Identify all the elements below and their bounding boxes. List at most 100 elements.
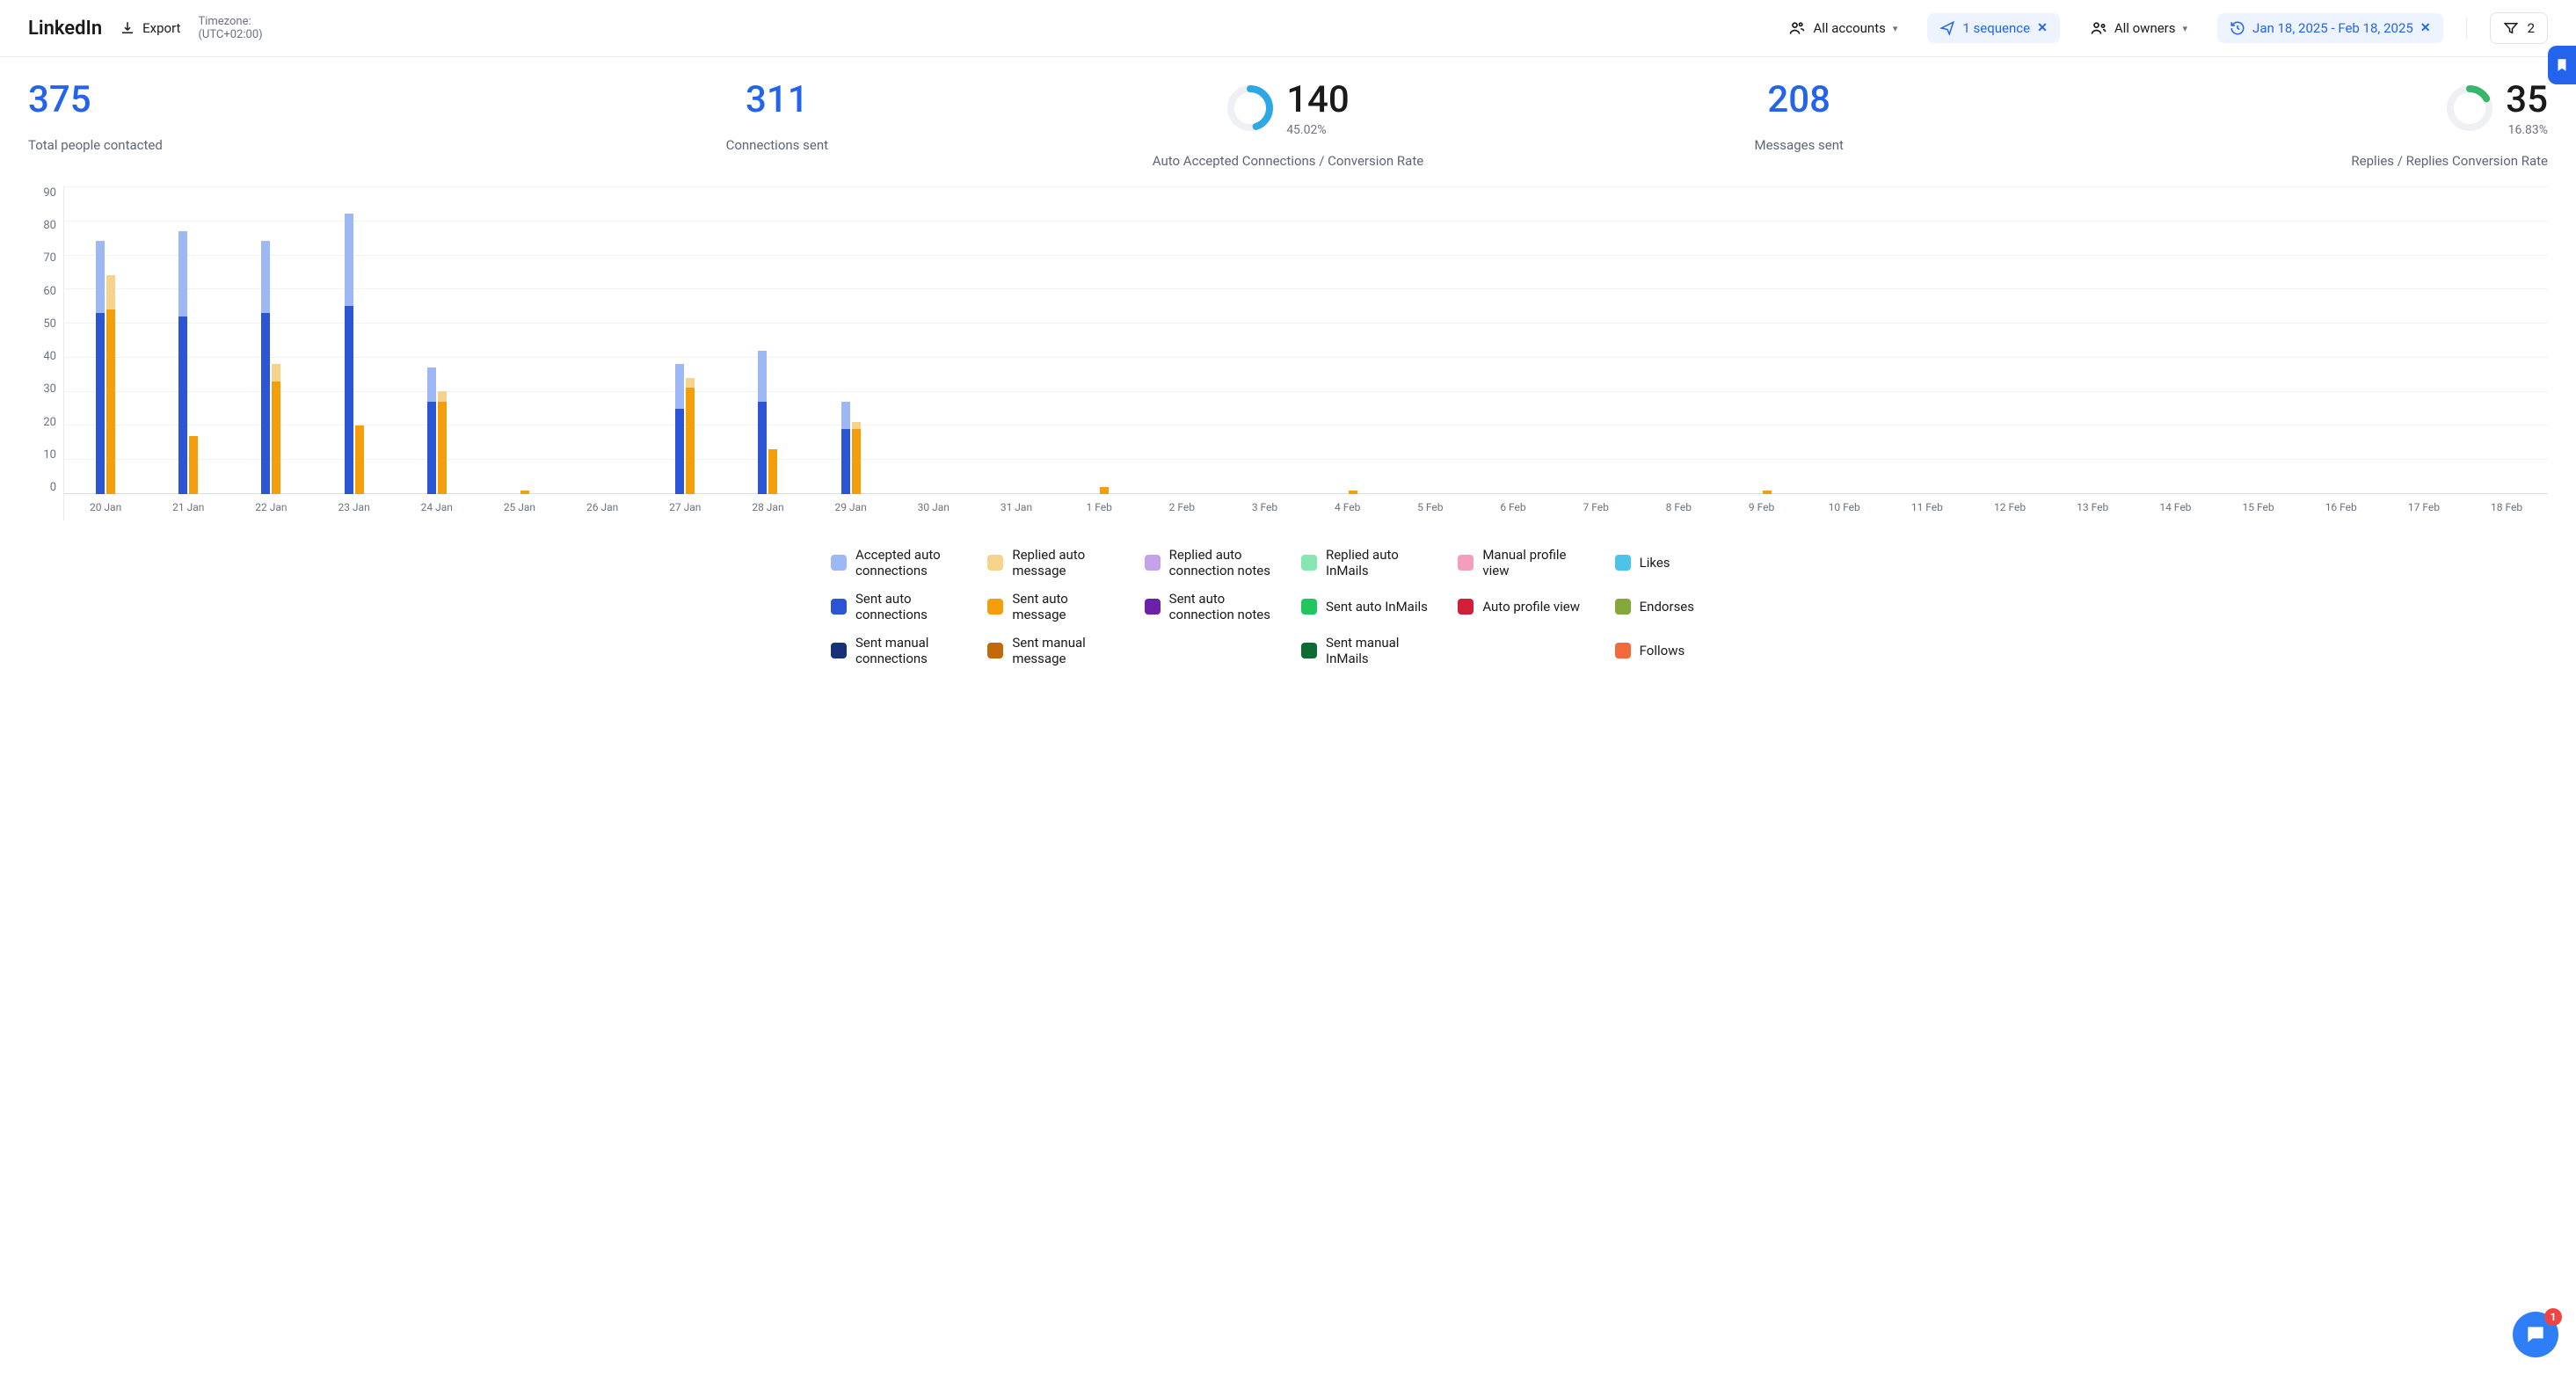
bar-stack-orange [2342,186,2351,494]
bar-seg [189,436,198,494]
close-icon[interactable]: ✕ [2420,21,2431,35]
x-tick: 22 Jan [229,494,312,520]
bar-stack-orange [686,186,695,494]
timezone: Timezone: (UTC+02:00) [198,15,262,41]
metric-value: 35 [2506,78,2548,121]
export-button[interactable]: Export [120,20,180,36]
metric-value: 140 [1286,78,1350,121]
legend-item[interactable]: Manual profile view [1458,547,1588,578]
legend-swatch [831,555,847,571]
metrics-row: 375 Total people contacted 311 Connectio… [0,57,2576,178]
metric-card: 35 16.83% Replies / Replies Conversion R… [2072,78,2548,169]
day-column [644,186,726,494]
y-tick: 40 [43,350,56,363]
day-column [2051,186,2134,494]
metric-label: Total people contacted [28,137,504,153]
legend-item[interactable]: Sent auto InMails [1301,591,1431,622]
bar-stack-blue [1503,186,1512,494]
people-icon [1788,19,1806,37]
legend-item[interactable]: Follows [1615,635,1745,666]
bar-seg [261,313,270,494]
legend-item[interactable]: Replied auto InMails [1301,547,1431,578]
metric-label: Messages sent [1561,137,2037,153]
x-tick: 21 Jan [147,494,229,520]
close-icon[interactable]: ✕ [2037,21,2048,35]
bar-stack-blue [1835,186,1844,494]
legend-item[interactable]: Endorses [1615,591,1745,622]
metric-label: Auto Accepted Connections / Conversion R… [1050,153,1525,169]
day-column [1306,186,1389,494]
legend-item[interactable]: Sent auto message [987,591,1117,622]
bar-stack-orange [1845,186,1854,494]
legend-label: Auto profile view [1482,599,1580,615]
day-column [1058,186,1140,494]
day-column [975,186,1058,494]
bar-stack-orange [1679,186,1688,494]
bar-stack-orange [1349,186,1357,494]
funnel-icon [2503,20,2519,36]
x-tick: 29 Jan [810,494,892,520]
bar-seg [96,313,105,494]
day-column [64,186,147,494]
sequence-label: 1 sequence [1962,20,2030,36]
bar-seg [852,422,861,429]
bar-stack-blue [261,186,270,494]
header: LinkedIn Export Timezone: (UTC+02:00) Al… [0,0,2576,57]
help-fab[interactable] [2548,46,2576,84]
legend-swatch [1615,555,1631,571]
legend-item[interactable]: Sent auto connections [831,591,961,622]
bar-stack-blue [1089,186,1098,494]
legend-item[interactable]: Likes [1615,547,1745,578]
bar-seg [106,309,115,494]
legend-item[interactable]: Sent manual message [987,635,1117,666]
day-column [1140,186,1223,494]
export-label: Export [142,20,180,36]
bar-seg [272,364,280,381]
y-tick: 20 [43,416,56,429]
bar-seg [852,429,861,494]
bar-stack-blue [427,186,436,494]
metric-card: 140 45.02% Auto Accepted Connections / C… [1050,78,1525,169]
bar-seg [438,391,447,402]
bar-stack-blue [1586,186,1595,494]
sequence-filter[interactable]: 1 sequence ✕ [1927,13,2059,43]
filter-button[interactable]: 2 [2490,12,2548,44]
accounts-filter[interactable]: All accounts ▾ [1776,12,1910,44]
bar-stack-orange [1597,186,1605,494]
legend-item[interactable]: Sent manual InMails [1301,635,1431,666]
bar-stack-blue [1917,186,1926,494]
bar-seg [841,402,850,429]
legend-item[interactable]: Accepted auto connections [831,547,961,578]
bar-stack-blue [345,186,353,494]
owners-filter[interactable]: All owners ▾ [2078,12,2200,44]
chat-fab[interactable]: 1 [2513,1312,2558,1357]
y-tick: 90 [43,186,56,200]
day-column [1472,186,1554,494]
legend-item[interactable]: Sent auto connection notes [1145,591,1275,622]
filter-count: 2 [2528,20,2535,36]
legend-item[interactable]: Replied auto message [987,547,1117,578]
bar-stack-orange [272,186,280,494]
x-tick: 13 Feb [2051,494,2134,520]
legend-item[interactable]: Auto profile view [1458,591,1588,622]
bar-stack-blue [758,186,767,494]
legend-swatch [1301,643,1317,658]
bar-stack-blue [924,186,933,494]
download-icon [120,20,135,36]
chat-badge: 1 [2544,1308,2562,1326]
bar-stack-blue [1007,186,1015,494]
x-tick: 26 Jan [561,494,644,520]
day-column [1886,186,1968,494]
legend-label: Sent auto message [1012,591,1117,622]
bar-seg [768,449,777,494]
metric-label: Replies / Replies Conversion Rate [2072,153,2548,169]
day-column [1554,186,1637,494]
legend-item[interactable]: Sent manual connections [831,635,961,666]
x-axis: 20 Jan21 Jan22 Jan23 Jan24 Jan25 Jan26 J… [64,494,2548,520]
day-column [810,186,892,494]
legend-label: Sent auto connections [855,591,961,622]
bar-stack-orange [106,186,115,494]
legend-item[interactable]: Replied auto connection notes [1145,547,1275,578]
date-range-filter[interactable]: Jan 18, 2025 - Feb 18, 2025 ✕ [2217,13,2443,43]
bar-stack-orange [1100,186,1109,494]
